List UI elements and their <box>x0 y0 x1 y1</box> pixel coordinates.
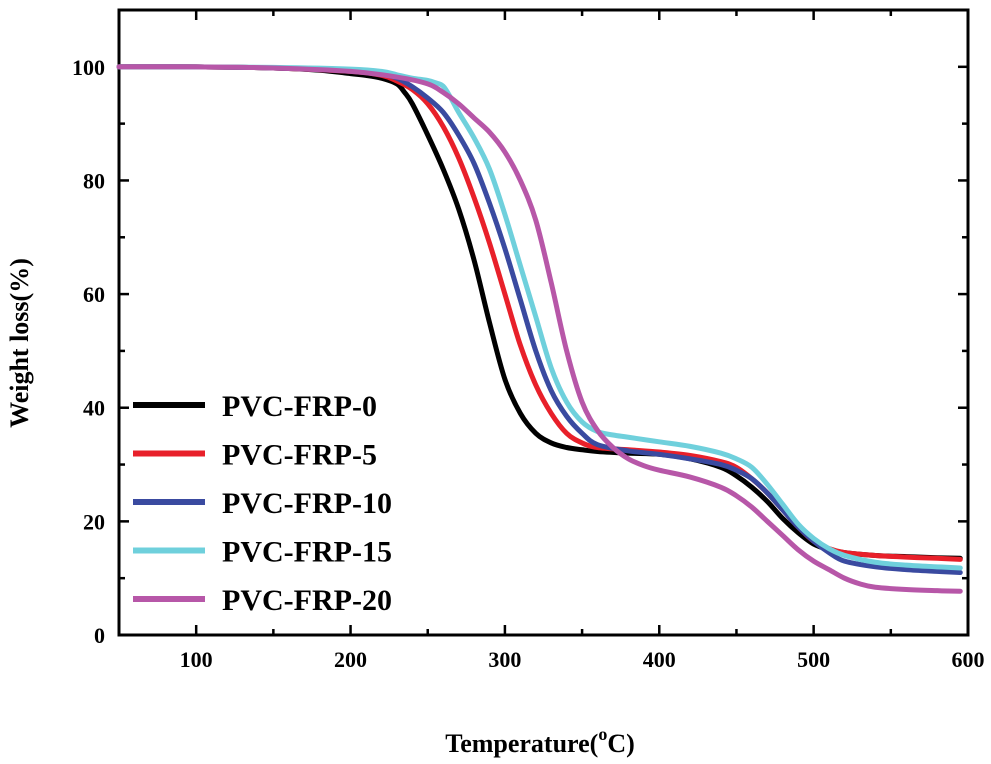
y-tick-label: 0 <box>94 623 105 648</box>
y-axis-title: Weight loss(%) <box>5 258 34 428</box>
series-line-pvc-frp-0 <box>116 64 963 561</box>
y-tick-label: 60 <box>83 282 105 307</box>
y-tick-label: 20 <box>83 509 105 534</box>
x-tick-label: 300 <box>488 647 521 672</box>
plot-area <box>117 8 970 637</box>
legend-label: PVC-FRP-20 <box>222 584 392 617</box>
x-tick-label: 500 <box>797 647 830 672</box>
series-line-pvc-frp-20 <box>116 64 963 594</box>
y-tick-label: 40 <box>83 396 105 421</box>
legend-label: PVC-FRP-15 <box>222 536 392 569</box>
axis-ticks <box>117 8 970 637</box>
x-tick-label: 600 <box>952 647 985 672</box>
x-axis-title-unit: C) <box>607 729 634 758</box>
y-tick-label: 100 <box>72 55 105 80</box>
legend: PVC-FRP-0 PVC-FRP-5 PVC-FRP-10 PVC-FRP-15 PV… <box>133 390 392 617</box>
series-group <box>116 64 963 594</box>
legend-label: PVC-FRP-10 <box>222 487 392 520</box>
tick-labels: 100 200 300 400 500 600 0 20 40 60 80 100 <box>72 55 985 672</box>
legend-label: PVC-FRP-5 <box>222 439 377 472</box>
x-axis-title-text: Temperature( <box>445 729 598 758</box>
legend-label: PVC-FRP-0 <box>222 390 377 423</box>
y-tick-label: 80 <box>83 168 105 193</box>
x-tick-label: 100 <box>180 647 213 672</box>
series-line-pvc-frp-5 <box>116 64 963 562</box>
x-axis-title: Temperature(oC) <box>445 724 635 758</box>
x-tick-label: 200 <box>334 647 367 672</box>
x-axis-title-degree: o <box>598 724 607 744</box>
x-tick-label: 400 <box>643 647 676 672</box>
